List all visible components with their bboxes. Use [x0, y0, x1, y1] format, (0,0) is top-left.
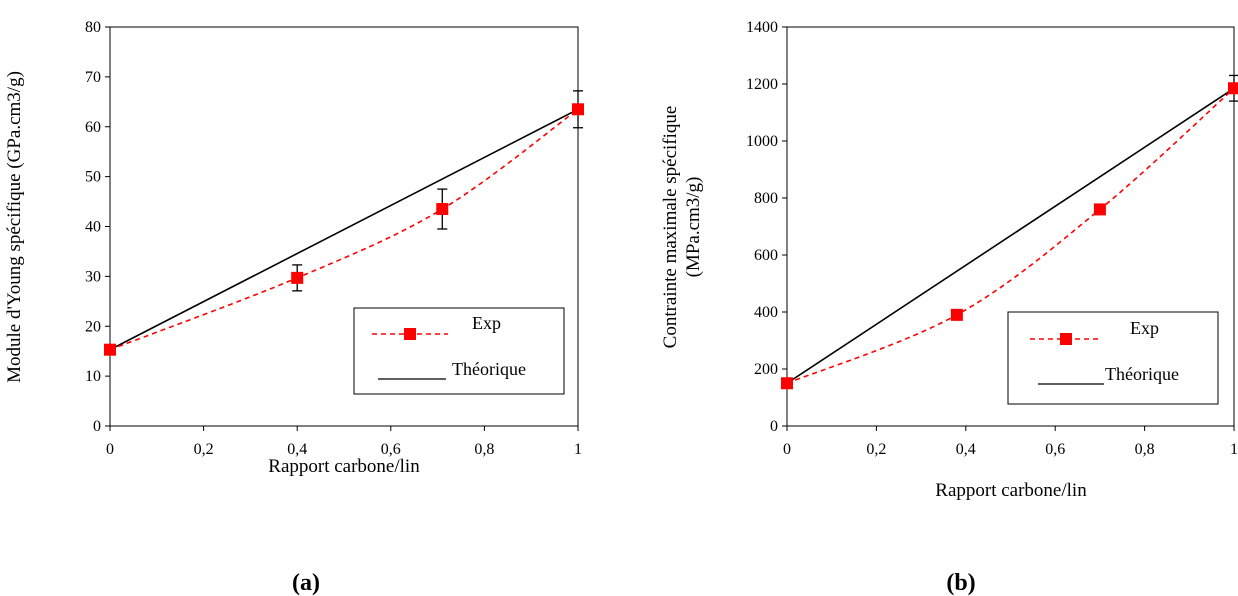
series-line-theorique [786, 87, 1235, 384]
x-tick-label: 0,4 [287, 441, 307, 458]
legend-label-theorique: Théorique [1105, 364, 1179, 384]
y-tick-label: 1000 [746, 133, 778, 150]
series-line-theorique [109, 108, 579, 351]
y-tick-label: 50 [85, 169, 101, 186]
legend-box [1007, 311, 1219, 405]
y-tick-label: 0 [770, 418, 778, 435]
x-tick-label: 1 [574, 441, 582, 458]
data-point-exp [950, 308, 963, 321]
y-tick-label: 0 [93, 418, 101, 435]
data-point-exp [781, 377, 793, 390]
panel-label: (a) [292, 570, 320, 596]
x-tick-label: 0,2 [194, 441, 214, 458]
legend-label-exp: Exp [472, 313, 501, 333]
data-point-exp [436, 203, 449, 216]
chart-a: 0 10 20 30 40 50 60 70 80 0 0,2 0,4 0,6 0,8 1 Rapport c… [4, 19, 584, 596]
x-tick-label: 0,8 [1135, 441, 1155, 458]
x-tick-label: 0,2 [866, 441, 886, 458]
data-point-exp [291, 271, 304, 284]
x-tick-label: 0,6 [1045, 441, 1065, 458]
y-tick-label: 600 [754, 247, 778, 264]
plot-frame [786, 26, 1235, 427]
y-tick-label: 10 [85, 368, 101, 385]
legend-marker-exp [1060, 333, 1072, 345]
y-tick-label: 200 [754, 361, 778, 378]
series-line-exp [786, 87, 1235, 384]
series-line-exp [109, 108, 579, 351]
y-tick-label: 1400 [746, 19, 778, 36]
x-axis-title: Rapport carbone/lin [935, 480, 1087, 501]
y-tick-label: 400 [754, 304, 778, 321]
y-axis-title: Module d'Young spécifique (GPa.cm3/g) [4, 71, 25, 383]
legend-box [353, 307, 565, 395]
y-tick-label: 800 [754, 190, 778, 207]
data-point-exp [1093, 203, 1106, 216]
y-tick-label: 20 [85, 318, 101, 335]
y-tick-label: 70 [85, 69, 101, 86]
x-tick-label: 0,8 [474, 441, 494, 458]
chart-b: 0 200 400 600 800 1000 1200 1400 0 0,2 0,4 0,6 0,8 1 R… [660, 19, 1238, 596]
legend-marker-exp [404, 328, 416, 340]
y-tick-label: 40 [85, 219, 101, 236]
data-point-exp [572, 103, 584, 116]
x-tick-label: 0 [106, 441, 114, 458]
data-point-exp [1228, 82, 1238, 95]
legend-label-exp: Exp [1130, 318, 1159, 338]
y-axis-title-line: (MPa.cm3/g) [683, 177, 704, 278]
data-point-exp [104, 343, 116, 356]
y-tick-label: 1200 [746, 76, 778, 93]
x-tick-label: 0,6 [381, 441, 401, 458]
y-tick-label: 80 [85, 19, 101, 36]
panel-label: (b) [946, 570, 975, 596]
x-tick-label: 1 [1230, 441, 1238, 458]
y-tick-label: 60 [85, 119, 101, 136]
x-tick-label: 0 [783, 441, 791, 458]
y-axis-title-line: Contrainte maximale spécifique [660, 106, 681, 349]
legend-label-theorique: Théorique [452, 359, 526, 379]
x-tick-label: 0,4 [956, 441, 976, 458]
x-axis-title: Rapport carbone/lin [268, 456, 420, 477]
y-tick-label: 30 [85, 268, 101, 285]
